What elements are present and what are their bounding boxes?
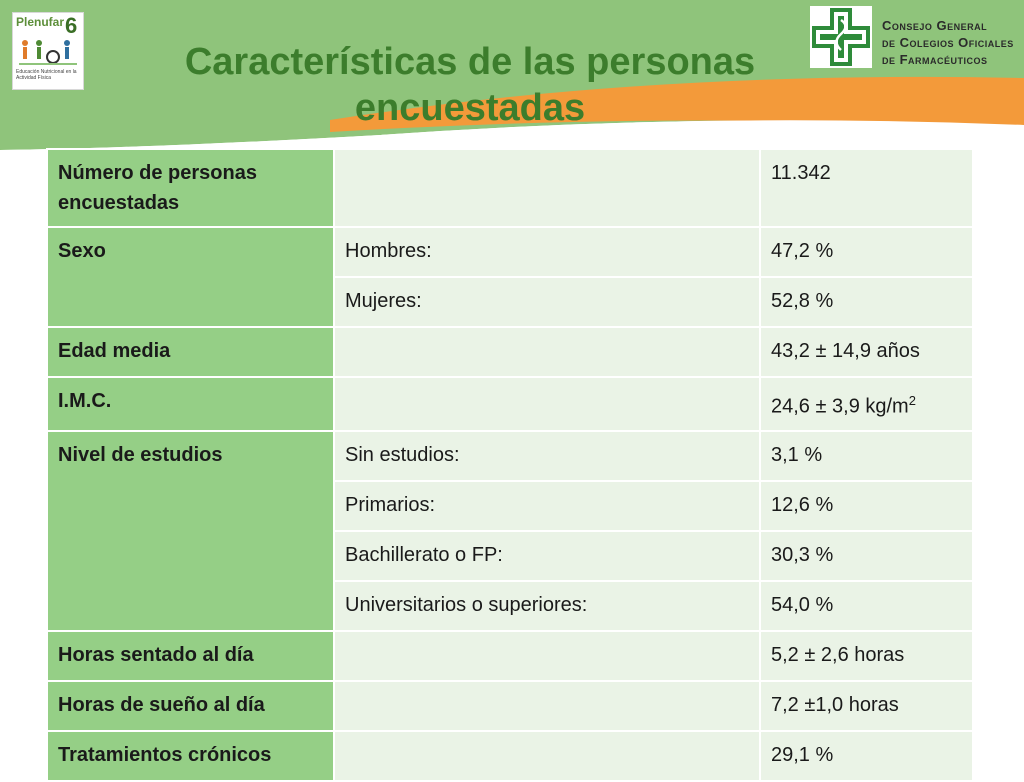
activity-figures-icon	[19, 40, 77, 65]
row-label: Edad media	[46, 326, 335, 378]
row-sublabel: Universitarios o superiores:	[333, 579, 761, 632]
plenufar-brand: Plenufar	[16, 15, 65, 29]
cgcof-line1: Consejo General	[882, 18, 988, 33]
row-value: 12,6 %	[759, 479, 974, 532]
row-sublabel	[333, 376, 761, 432]
plenufar-number: 6	[65, 13, 78, 38]
table-row: Tratamientos crónicos 29,1 %	[46, 729, 974, 782]
table-row: Horas sentado al día 5,2 ± 2,6 horas	[46, 629, 974, 682]
row-value: 43,2 ± 14,9 años	[759, 326, 974, 378]
row-value: 54,0 %	[759, 579, 974, 632]
row-sublabel: Sin estudios:	[333, 429, 761, 482]
plenufar-logo: Plenufar 6 Educación Nutricional en la A…	[12, 12, 84, 90]
row-value: 5,2 ± 2,6 horas	[759, 629, 974, 682]
plenufar-caption: Educación Nutricional en la Actividad Fí…	[16, 69, 77, 81]
imc-unit-exponent: 2	[908, 393, 916, 408]
row-sublabel	[333, 729, 761, 782]
cgcof-logo: Consejo General de Colegios Oficiales de…	[808, 4, 1022, 70]
row-sublabel: Bachillerato o FP:	[333, 529, 761, 582]
cgcof-line2: de Colegios Oficiales	[882, 35, 1014, 50]
row-label: Tratamientos crónicos	[46, 729, 335, 782]
row-sublabel	[333, 679, 761, 732]
imc-value: 24,6 ± 3,9 kg/m	[771, 395, 909, 418]
table-row: I.M.C. 24,6 ± 3,9 kg/m2	[46, 376, 974, 432]
table-row: Bachillerato o FP: 30,3 %	[47, 529, 974, 582]
row-label: Horas sentado al día	[46, 629, 335, 682]
row-value: 24,6 ± 3,9 kg/m2	[759, 376, 974, 432]
page-title: Características de las personas encuesta…	[184, 41, 756, 130]
row-value: 11.342	[759, 148, 974, 228]
cgcof-line3: de Farmacéuticos	[882, 52, 988, 67]
row-value: 7,2 ±1,0 horas	[759, 679, 974, 732]
row-sublabel: Hombres:	[333, 226, 761, 278]
row-sublabel: Primarios:	[333, 479, 761, 532]
row-value: 30,3 %	[759, 529, 974, 582]
row-value: 29,1 %	[759, 729, 974, 782]
row-sublabel: Mujeres:	[333, 276, 761, 328]
table-row: Horas de sueño al día 7,2 ±1,0 horas	[46, 679, 974, 732]
pharmacy-cross-icon	[810, 6, 872, 68]
table-row: Nivel de estudios Sin estudios: 3,1 %	[46, 429, 974, 632]
row-value: 52,8 %	[759, 276, 974, 328]
row-sublabel	[333, 326, 761, 378]
row-label: Sexo	[46, 226, 335, 328]
row-label: Número de personas encuestadas	[46, 148, 335, 228]
table-row: Número de personas encuestadas 11.342	[46, 148, 974, 228]
row-label: I.M.C.	[46, 376, 335, 432]
row-value: 3,1 %	[759, 429, 974, 482]
row-sublabel	[333, 148, 761, 228]
table-row: Primarios: 12,6 %	[47, 479, 974, 532]
row-label: Nivel de estudios	[46, 429, 335, 632]
table-row: Mujeres: 52,8 %	[47, 276, 974, 328]
row-sublabel	[333, 629, 761, 682]
table-row: Sexo Hombres: 47,2 %	[46, 226, 974, 328]
row-value: 47,2 %	[759, 226, 974, 278]
row-label: Horas de sueño al día	[46, 679, 335, 732]
table-row: Edad media 43,2 ± 14,9 años	[46, 326, 974, 378]
survey-characteristics-table: Número de personas encuestadas 11.342 Se…	[46, 148, 974, 782]
cgcof-name: Consejo General de Colegios Oficiales de…	[882, 17, 1014, 68]
table-row: Universitarios o superiores: 54,0 %	[47, 579, 974, 632]
